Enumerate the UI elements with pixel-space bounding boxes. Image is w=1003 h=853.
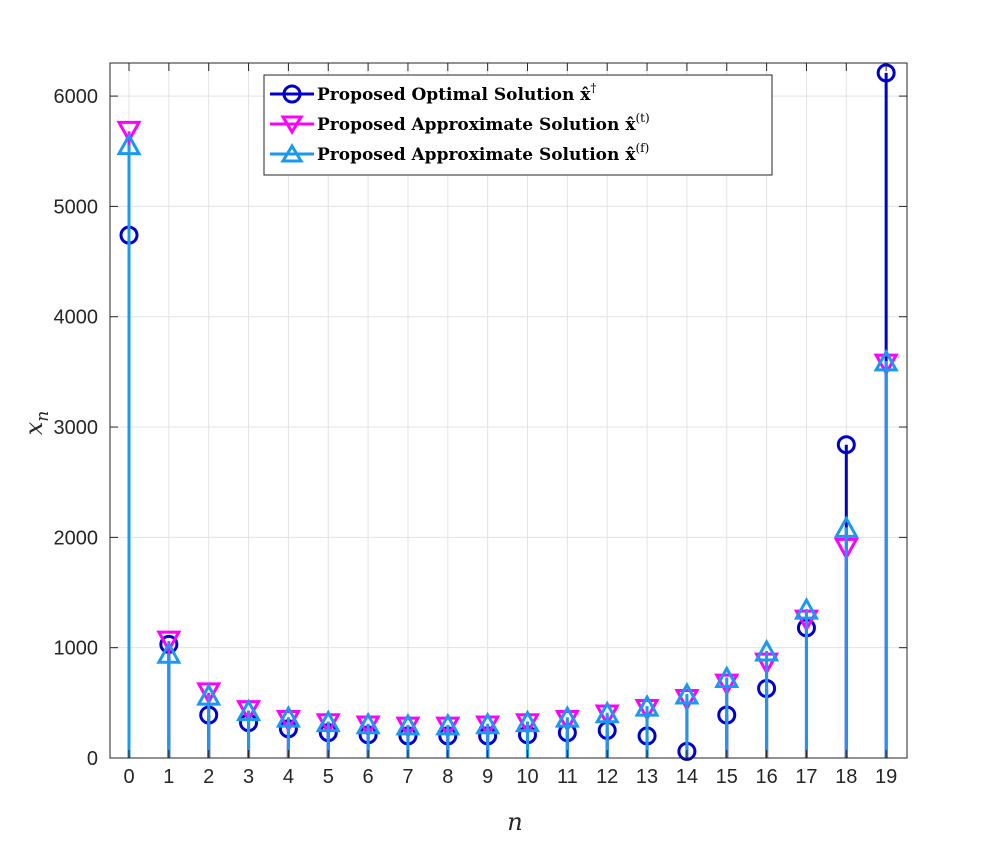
stem-marker-triangle-up (275, 705, 301, 728)
stem-marker-triangle-down (634, 698, 660, 722)
stem-marker-triangle-up (594, 700, 620, 724)
x-axis-ticks: 0 1 2 3 4 5 6 7 8 9 10 11 12 13 14 15 16 17 18 19 (123, 63, 897, 788)
stem-marker-triangle-up (514, 709, 541, 733)
legend-label-optimal: Proposed Optimal Solution x̂† (317, 81, 596, 105)
x-tick-label: 8 (442, 766, 453, 788)
x-tick-label: 11 (557, 766, 578, 788)
x-tick-label: 19 (875, 766, 897, 788)
legend-marker-triangle-up (280, 143, 304, 163)
y-axis-title: xn (20, 411, 53, 436)
stem-marker-triangle-up (196, 683, 222, 706)
stem-marker-triangle-up (395, 712, 421, 736)
x-tick-label: 12 (596, 766, 618, 788)
stem-marker-triangle-up (315, 709, 341, 733)
stem-marker-triangle-down (156, 630, 182, 654)
legend-label-approx-t: Proposed Approximate Solution x̂(t) (317, 111, 650, 135)
legend-entry-optimal: Proposed Optimal Solution x̂† (270, 81, 596, 105)
plot-frame (109, 62, 908, 759)
x-tick-label: 3 (243, 766, 254, 788)
stem-marker-triangle-up (754, 638, 780, 662)
x-tick-label: 16 (755, 766, 777, 788)
stem-marker-triangle-down (116, 120, 142, 144)
stem-marker-triangle-up (833, 515, 859, 538)
stem-marker-triangle-down (674, 689, 700, 712)
y-tick-label: 4000 (54, 307, 99, 329)
x-tick-label: 9 (482, 766, 493, 788)
stem-marker-triangle-up (634, 694, 660, 717)
stem-marker-circle (836, 435, 856, 455)
y-tick-label: 6000 (54, 86, 99, 108)
stem-marker-triangle-up (793, 596, 819, 620)
legend-entry-approx-t: Proposed Approximate Solution x̂(t) (270, 111, 650, 135)
x-axis-title: n (507, 808, 522, 836)
x-tick-label: 1 (163, 766, 174, 788)
y-tick-label: 0 (87, 748, 98, 770)
x-tick-label: 2 (203, 766, 214, 788)
legend: Proposed Optimal Solution x̂† Proposed A… (263, 74, 773, 176)
x-tick-label: 10 (516, 766, 538, 788)
legend-marker-triangle-down (280, 115, 304, 135)
y-tick-label: 1000 (54, 638, 99, 660)
x-tick-label: 6 (363, 766, 374, 788)
stem-marker-triangle-down (554, 709, 580, 733)
y-tick-label: 2000 (54, 527, 99, 549)
x-tick-label: 4 (283, 766, 294, 788)
stem-marker-triangle-up (116, 132, 142, 156)
legend-entry-approx-f: Proposed Approximate Solution x̂(f) (270, 141, 649, 165)
x-tick-label: 15 (716, 766, 738, 788)
stem-marker-triangle-up (475, 711, 501, 735)
x-tick-label: 17 (795, 766, 817, 788)
stem-marker-triangle-down (873, 353, 899, 377)
stem-series (116, 63, 899, 761)
x-tick-label: 0 (123, 766, 134, 788)
stem-marker-triangle-up (355, 711, 381, 735)
x-tick-label: 18 (835, 766, 857, 788)
stem-marker-triangle-up (236, 698, 262, 722)
stem-marker-triangle-up (714, 665, 740, 688)
stem-marker-triangle-up (554, 705, 580, 728)
x-tick-label: 13 (636, 766, 658, 788)
stem-marker-triangle-up (674, 681, 700, 705)
x-tick-label: 14 (676, 766, 698, 788)
stem-marker-triangle-up (435, 712, 461, 736)
y-tick-label: 3000 (54, 417, 99, 439)
y-axis-ticks: 0 1000 2000 3000 4000 5000 6000 (54, 86, 907, 770)
stem-marker-triangle-up (156, 641, 182, 664)
x-tick-label: 5 (323, 766, 334, 788)
x-tick-label: 7 (402, 766, 413, 788)
stem-marker-triangle-up (873, 348, 899, 372)
stem-marker-triangle-down (275, 709, 301, 733)
legend-label-approx-f: Proposed Approximate Solution x̂(f) (317, 141, 649, 165)
stem-marker-triangle-down (714, 673, 740, 697)
legend-marker-circle (282, 84, 302, 104)
y-tick-label: 5000 (54, 196, 99, 218)
legend-box (263, 74, 773, 176)
